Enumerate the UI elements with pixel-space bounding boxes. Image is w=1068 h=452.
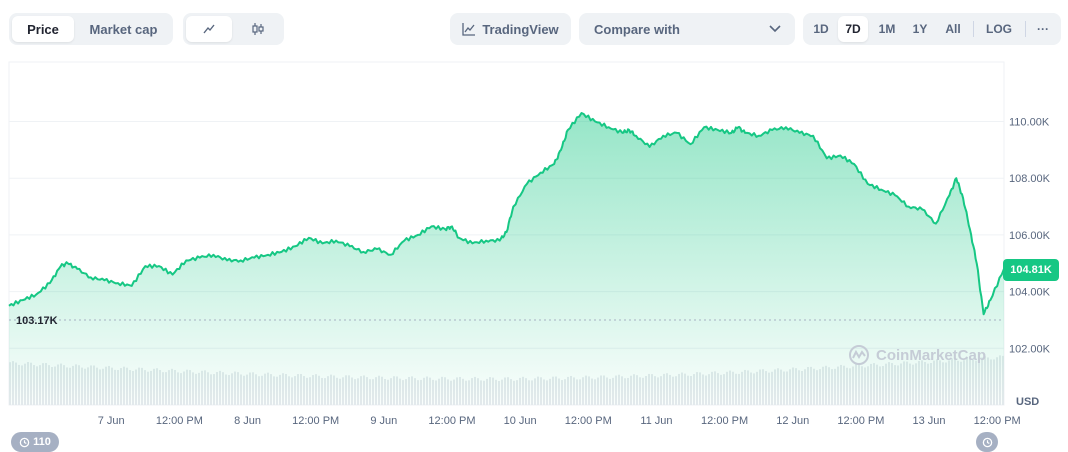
x-tick-label: 11 Jun xyxy=(640,415,672,427)
price-tab[interactable]: Price xyxy=(12,16,74,42)
y-tick-label: 108.00K xyxy=(1009,173,1051,185)
y-axis-labels: 110.00K 108.00K 106.00K 104.00K 102.00K xyxy=(1009,117,1051,356)
x-tick-label: 13 Jun xyxy=(913,415,946,427)
line-chart-icon xyxy=(203,24,215,34)
y-tick-label: 110.00K xyxy=(1009,117,1050,129)
y-tick-label: 104.00K xyxy=(1009,287,1051,299)
x-axis-labels: 7 Jun 12:00 PM 8 Jun 12:00 PM 9 Jun 12:00 PM 1… xyxy=(98,415,1021,427)
x-tick-label: 12:00 PM xyxy=(292,415,339,427)
coinmarketcap-logo-icon xyxy=(849,345,869,365)
compare-with-select[interactable]: Compare with xyxy=(579,13,795,45)
candlestick-chart-button[interactable] xyxy=(235,16,281,42)
x-tick-label: 8 Jun xyxy=(234,415,261,427)
log-scale-button[interactable]: LOG xyxy=(986,22,1012,36)
y-tick-label: 102.00K xyxy=(1009,343,1051,355)
current-price-tag: 104.81K xyxy=(1003,259,1059,281)
line-chart-button[interactable] xyxy=(186,16,232,42)
more-options-button[interactable]: ··· xyxy=(1037,22,1049,36)
tradingview-label: TradingView xyxy=(482,21,559,37)
watermark-text: CoinMarketCap xyxy=(876,346,987,364)
x-tick-label: 12:00 PM xyxy=(837,415,884,427)
market-cap-tab[interactable]: Market cap xyxy=(89,21,158,37)
currency-label: USD xyxy=(1016,396,1039,408)
tradingview-chart-icon xyxy=(462,23,476,36)
reset-zoom-badge[interactable] xyxy=(976,432,998,452)
price-area-fill xyxy=(9,113,1004,405)
coinmarketcap-watermark: CoinMarketCap xyxy=(848,344,986,366)
x-tick-label: 12:00 PM xyxy=(701,415,748,427)
candlestick-icon xyxy=(252,23,264,35)
time-range-selector: 1D 7D 1M 1Y All LOG ··· xyxy=(803,13,1061,45)
range-1y-button[interactable]: 1Y xyxy=(912,22,928,36)
x-tick-label: 7 Jun xyxy=(98,415,125,427)
history-count: 110 xyxy=(33,436,51,448)
clock-reset-icon xyxy=(982,437,992,447)
compare-with-label: Compare with xyxy=(594,21,680,37)
start-price-label: 103.17K xyxy=(16,315,58,327)
price-line xyxy=(8,112,1005,316)
y-tick-label: 106.00K xyxy=(1009,230,1051,242)
range-1d-button[interactable]: 1D xyxy=(813,22,829,36)
x-tick-label: 12:00 PM xyxy=(428,415,475,427)
x-tick-label: 10 Jun xyxy=(504,415,537,427)
history-icon xyxy=(19,437,30,447)
history-badge[interactable]: 110 xyxy=(11,432,59,452)
range-divider-2 xyxy=(1025,21,1026,37)
chart-style-toggle xyxy=(183,13,284,45)
range-1m-button[interactable]: 1M xyxy=(878,22,896,36)
tradingview-button[interactable]: TradingView xyxy=(450,13,571,45)
price-type-toggle: Price Market cap xyxy=(9,13,173,45)
x-tick-label: 12:00 PM xyxy=(156,415,203,427)
x-tick-label: 12:00 PM xyxy=(974,415,1021,427)
x-tick-label: 12:00 PM xyxy=(565,415,612,427)
range-7d-button[interactable]: 7D xyxy=(838,16,868,42)
range-all-button[interactable]: All xyxy=(945,22,961,36)
range-divider xyxy=(973,21,974,37)
chevron-down-icon xyxy=(769,25,781,33)
x-tick-label: 9 Jun xyxy=(370,415,397,427)
x-tick-label: 12 Jun xyxy=(776,415,809,427)
